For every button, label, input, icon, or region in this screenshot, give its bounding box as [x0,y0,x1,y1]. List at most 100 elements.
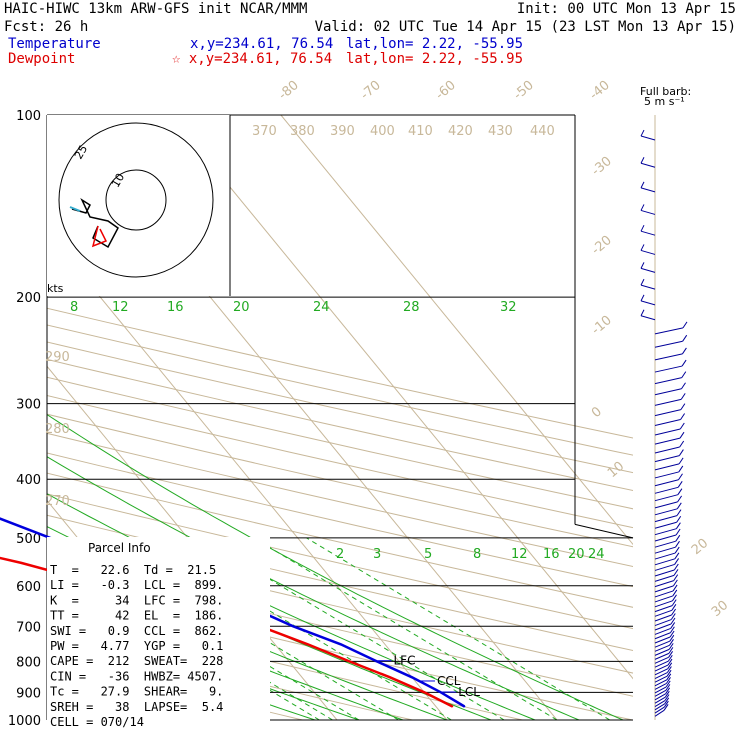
mixing-ratio-label-lower: 3 [373,547,381,562]
parcel-info-row: TT = 42 EL = 186. [50,609,223,623]
mixing-ratio-label-upper: 8 [70,300,78,315]
pressure-tick-label: 200 [16,291,41,306]
wind-barb [640,230,656,236]
mixing-ratio-line [253,537,558,720]
wind-barb-flag [682,321,688,329]
wind-barb-flag [675,540,680,548]
pressure-tick-label: 500 [16,532,41,547]
wind-barb-flag [664,697,670,705]
wind-barb-flag [640,157,645,164]
pressure-tick-label: 800 [16,655,41,670]
wind-barb-flag [668,651,674,658]
wind-barb-column [640,115,688,720]
wind-barb [654,580,674,588]
wind-barb [654,679,668,687]
wind-barb [654,534,677,542]
mixing-ratio-label-upper: 32 [500,300,517,315]
wind-barb [654,501,678,509]
legend-temperature-xy: x,y=234.61, 76.54 [190,36,333,52]
wind-barb [654,569,675,577]
wind-barb [654,600,673,608]
parcel-info-row: SREH = 38 LAPSE= 5.4 [50,700,223,714]
wind-barb-flag [672,584,678,592]
dewpoint-point [389,676,391,679]
legend-dewpoint-latlon: lat,lon= 2.22, -55.95 [346,51,523,67]
temperature-point [376,660,378,663]
wind-barb [654,409,682,417]
wind-barb-flag [664,690,670,698]
parcel-info-title: Parcel Info [88,541,151,555]
wind-barb [654,595,673,603]
wind-barb [640,284,656,290]
wind-barb [654,563,675,571]
dry-adiabat-line [47,606,523,720]
dry-adiabat-line [47,582,633,720]
wind-barb [640,249,656,255]
parcel-info-row: Tc = 27.9 SHEAR= 9. [50,685,223,699]
parcel-info-row: CELL = 070/14 [50,715,144,729]
wind-barb-flag [666,673,672,681]
wind-barb [654,471,679,479]
isotherm-line [170,115,633,680]
isotherm-label-right: 30 [709,598,731,620]
wind-barb [654,636,671,644]
wind-barb [654,640,670,648]
wind-barb [654,528,677,536]
wind-barb-flag [675,528,681,536]
wind-barb-flag [666,669,672,677]
parcel-info-row: T = 22.6 Td = 21.5 [50,563,216,577]
wind-barb-flag [681,371,687,378]
parcel-info-row: PW = 4.77 YGP = 0.1 [50,639,223,653]
theta-label-top: 430 [488,124,513,139]
parcel-info-row: K = 34 LFC = 798. [50,593,223,607]
wind-barb [654,668,668,676]
theta-label-left: 280 [45,422,70,437]
legend-dewpoint-xy: ☆ x,y=234.61, 76.54 [172,51,332,67]
dry-adiabat-line [47,493,633,630]
wind-barb-flag [640,181,645,189]
legend-dewpoint-label: Dewpoint [8,51,75,67]
mixing-ratio-label-upper: 16 [167,300,184,315]
barb-key-unit: 5 m s⁻¹ [644,95,685,108]
mixing-ratio-label-upper: 20 [233,300,250,315]
pressure-tick-label: 1000 [8,714,41,729]
wind-barb-flag [665,687,671,695]
dewpoint-point [451,705,454,708]
wind-barb-flag [672,579,678,587]
wind-barb-flag [675,522,681,529]
wind-barb-flag [677,488,683,495]
temperature-point [439,691,442,694]
wind-barb [640,315,656,321]
hodograph-units: kts [47,282,64,295]
level-label-ccl: CCL [437,674,461,688]
wind-barb-flag [676,502,682,510]
level-label-lfc: LFC [394,654,416,668]
wind-barb [654,696,666,704]
wind-barb-flag [679,431,685,439]
wind-barb-flag [679,440,685,448]
theta-label-top: 420 [448,124,473,139]
wind-barb [654,540,676,548]
wind-barb [654,437,681,445]
wind-barb [640,187,656,193]
wind-barb-flag [663,700,669,708]
isotherm-label-right: -10 [589,313,615,338]
wind-barb [654,664,669,672]
wind-barb-flag [671,608,677,616]
hodograph-ring-inner [105,169,167,231]
pressure-tick-label: 900 [16,686,41,701]
pressure-tick-label: 400 [16,473,41,488]
dry-adiabat-line [47,472,633,608]
mixing-ratio-label-lower: 2 [336,547,344,562]
wind-barb [654,552,676,560]
wind-barb-flag [681,347,687,355]
wind-barb [640,209,656,215]
wind-barb-flag [640,262,645,269]
wind-barb [654,590,674,598]
temperature-point [411,676,413,679]
barb-key-title: Full barb: [640,85,691,98]
wind-barb [654,446,680,454]
wind-barb [654,585,674,593]
theta-label-top: 400 [370,124,395,139]
wind-barb [654,508,678,516]
